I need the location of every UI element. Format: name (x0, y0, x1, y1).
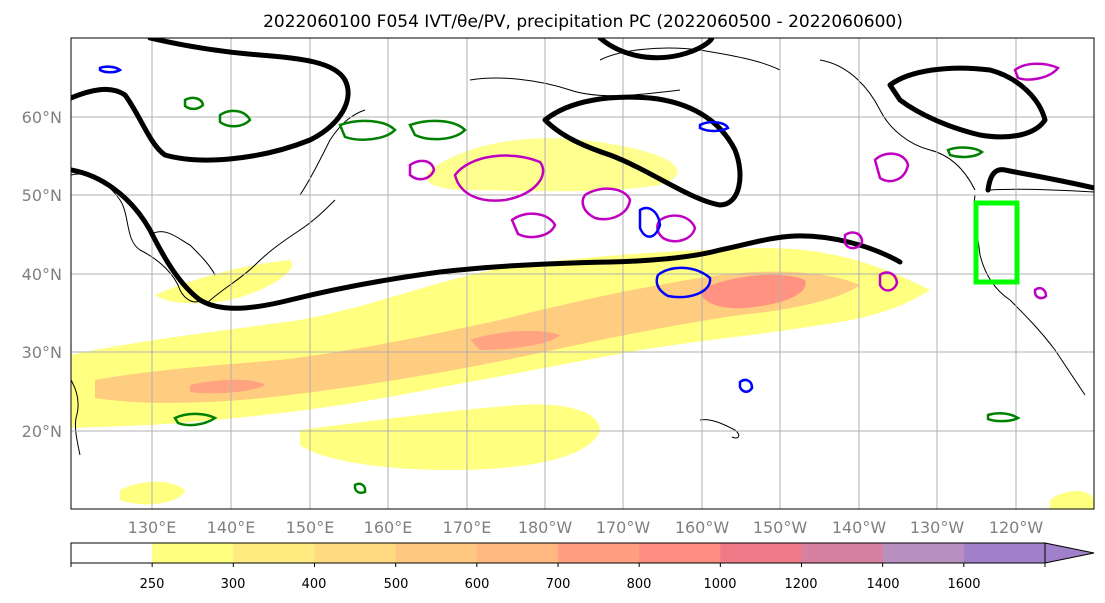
pv-contour-blue-4 (98, 65, 123, 74)
lon-label-180w: 180°W (518, 518, 573, 537)
ivt-band-600 (95, 271, 860, 403)
lon-label-160e: 160°E (364, 518, 413, 537)
pv-contour-magenta-8 (878, 271, 899, 292)
coastline-interior (989, 188, 1094, 193)
pv-contour-magenta-2 (581, 187, 632, 221)
lon-label-130e: 130°E (128, 518, 177, 537)
lon-label-150w: 150°W (753, 518, 808, 537)
lat-label-30n: 30°N (22, 343, 62, 362)
colorbar: 250 300 400 500 600 700 800 1000 1200 14… (70, 542, 1095, 592)
colorbar-segment (720, 543, 802, 563)
coastline-taiwan (71, 379, 81, 456)
colorbar-tick-800: 800 (627, 577, 652, 592)
ivt-core-800-a (470, 330, 560, 350)
theta-e-contour-nw (71, 38, 351, 163)
coastline-korea (149, 231, 216, 276)
theta-e-contour-main (71, 167, 903, 311)
colorbar-segment (395, 543, 478, 563)
colorbar-tick-1200: 1200 (784, 577, 817, 592)
theta-e-contour-gulf (542, 94, 743, 208)
pv-contour-magenta-10 (1033, 287, 1048, 300)
colorbar-segment (476, 543, 559, 563)
lat-label-20n: 20°N (22, 422, 62, 441)
colorbar-tick-300: 300 (221, 577, 246, 592)
colorbar-segment (963, 543, 1046, 563)
pv-contour-blue-1 (655, 266, 712, 299)
coastline-japan (204, 199, 336, 306)
theta-e-contour-canada (887, 65, 1048, 140)
colorbar-extend-arrow (1044, 542, 1095, 564)
lon-label-120w: 120°W (989, 518, 1044, 537)
ivt-patch-south (300, 404, 600, 470)
lon-label-170e: 170°E (443, 518, 492, 537)
pv-contour-magenta-6 (1013, 62, 1060, 81)
lon-label-140w: 140°W (832, 518, 887, 537)
colorbar-segment (801, 543, 884, 563)
coastline-kamchatka (299, 109, 366, 196)
colorbar-tick-1400: 1400 (866, 577, 899, 592)
pv-contour-green-8 (353, 482, 367, 495)
lon-label-170w: 170°W (596, 518, 651, 537)
colorbar-tick-700: 700 (546, 577, 571, 592)
theta-e-contour-north (597, 38, 715, 61)
theta-e-contour-ne (985, 167, 1094, 193)
pv-contour-green-4 (408, 119, 467, 141)
pv-contour-blue-2 (638, 206, 662, 238)
colorbar-segment (558, 543, 640, 563)
pv-contours (98, 62, 1060, 495)
colorbar-segment (882, 543, 965, 563)
pv-contour-green-2 (218, 109, 252, 128)
pv-contour-green-1 (338, 119, 397, 141)
coastline-hawaii (699, 419, 740, 439)
colorbar-tick-1600: 1600 (947, 577, 980, 592)
ivt-core-800-b (190, 379, 265, 394)
pv-contour-blue-3 (738, 378, 754, 393)
map-panel (70, 37, 1095, 510)
lat-label-60n: 60°N (22, 108, 62, 127)
ivt-patch-se (1050, 491, 1094, 509)
ivt-shading (71, 138, 1094, 509)
lon-labels: 130°E 140°E 150°E 160°E 170°E 180°W 170°… (128, 518, 1044, 537)
pv-contour-blue-5 (698, 120, 730, 133)
coastline-canada (819, 59, 976, 191)
colorbar-segment (152, 543, 234, 563)
colorbar-tick-600: 600 (465, 577, 490, 592)
lon-label-150e: 150°E (286, 518, 335, 537)
lat-labels: 60°N 50°N 40°N 30°N 20°N (22, 108, 62, 441)
pv-contour-green-6 (173, 412, 218, 427)
pv-contour-green-5 (946, 146, 985, 159)
lon-label-160w: 160°W (675, 518, 730, 537)
highlight-box (973, 200, 1020, 285)
pv-contour-magenta-9 (408, 159, 436, 181)
lon-label-130w: 130°W (910, 518, 965, 537)
ivt-patch-north (426, 138, 678, 192)
coastline-alaska-south (469, 77, 681, 97)
colorbar-tick-1000: 1000 (703, 577, 736, 592)
pv-contour-magenta-1 (453, 154, 545, 202)
figure-title: 2022060100 F054 IVT/θe/PV, precipitation… (263, 12, 903, 32)
pv-contour-magenta-5 (873, 152, 910, 183)
colorbar-tick-500: 500 (384, 577, 409, 592)
colorbar-tick-250: 250 (140, 577, 165, 592)
colorbar-ticks: 250 300 400 500 600 700 800 1000 1200 14… (70, 563, 1046, 592)
colorbar-segment (639, 543, 721, 563)
pv-contour-green-7 (986, 412, 1021, 423)
pv-contour-green-3 (183, 96, 205, 111)
pv-contour-magenta-7 (843, 231, 864, 250)
ivt-core-1000 (700, 274, 806, 309)
pv-contour-magenta-4 (510, 212, 557, 239)
colorbar-tick-400: 400 (302, 577, 327, 592)
map-frame (70, 37, 1095, 510)
colorbar-segment (233, 543, 315, 563)
colorbar-segments (71, 543, 1046, 563)
map-content (71, 38, 1094, 509)
colorbar-segment (71, 543, 153, 563)
theta-e-contours (71, 38, 1094, 311)
lon-label-140e: 140°E (207, 518, 256, 537)
lat-label-50n: 50°N (22, 186, 62, 205)
colorbar-segment (314, 543, 397, 563)
lat-label-40n: 40°N (22, 265, 62, 284)
